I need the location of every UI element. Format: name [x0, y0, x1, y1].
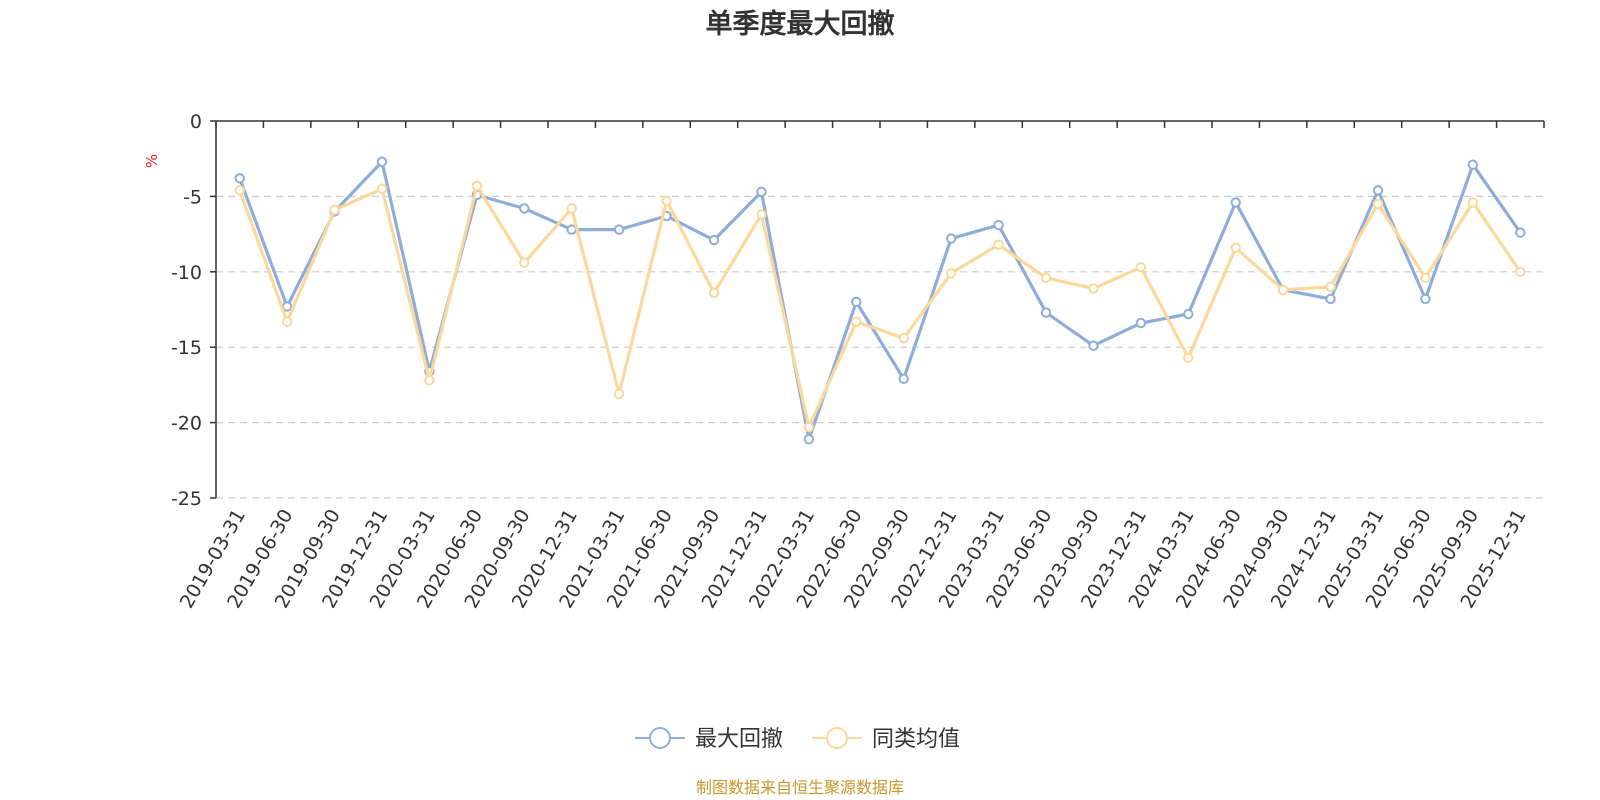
data-point[interactable]: [1372, 198, 1384, 210]
data-point[interactable]: [376, 156, 388, 167]
data-point[interactable]: [1135, 317, 1147, 329]
data-point[interactable]: [234, 173, 245, 184]
data-point[interactable]: [851, 316, 862, 327]
data-point[interactable]: [1372, 185, 1384, 196]
data-point[interactable]: [661, 195, 672, 207]
data-point[interactable]: [803, 433, 815, 445]
data-point[interactable]: [1040, 272, 1052, 284]
data-point[interactable]: [756, 209, 767, 220]
legend-marker: [826, 727, 848, 749]
data-point[interactable]: [708, 234, 720, 246]
legend-label: 最大回撤: [695, 727, 783, 752]
legend-label: 同类均值: [872, 727, 960, 752]
data-point[interactable]: [1230, 197, 1241, 208]
data-point[interactable]: [1040, 307, 1052, 318]
data-point[interactable]: [1277, 284, 1289, 296]
y-tick-label: -15: [171, 337, 202, 359]
data-point[interactable]: [851, 296, 862, 308]
data-point[interactable]: [566, 203, 577, 214]
legend-marker: [649, 727, 671, 749]
data-point[interactable]: [993, 219, 1004, 231]
y-tick-label: -20: [171, 413, 202, 435]
data-point[interactable]: [1420, 272, 1431, 284]
data-point[interactable]: [1467, 197, 1479, 208]
data-point[interactable]: [566, 224, 577, 235]
data-point[interactable]: [234, 185, 245, 196]
series-line: [238, 184, 1522, 429]
data-point[interactable]: [1088, 283, 1099, 294]
data-point[interactable]: [613, 388, 625, 400]
data-point[interactable]: [613, 224, 625, 235]
y-tick-labels: 0 -5 -10 -15 -20 -25: [171, 111, 202, 510]
data-point[interactable]: [329, 204, 340, 216]
data-point[interactable]: [898, 332, 909, 344]
y-tick-label: -25: [171, 488, 202, 510]
x-tick-labels: 2019-03-312019-06-302019-09-302019-12-31…: [176, 506, 1531, 613]
y-tick-label: -10: [171, 262, 202, 284]
data-point[interactable]: [1325, 293, 1336, 305]
data-point[interactable]: [803, 421, 815, 433]
axes: [210, 120, 1545, 499]
data-point[interactable]: [945, 268, 957, 279]
y-axis-unit: %: [143, 154, 161, 168]
series-lines: [234, 156, 1526, 445]
data-point[interactable]: [424, 375, 435, 386]
data-point[interactable]: [898, 373, 909, 385]
grid-lines: [216, 195, 1544, 499]
data-point[interactable]: [1325, 281, 1336, 293]
y-tick-label: -5: [183, 186, 202, 208]
series-2: [234, 180, 1526, 433]
data-point[interactable]: [1183, 352, 1194, 363]
data-point[interactable]: [1515, 266, 1526, 277]
data-point[interactable]: [1467, 159, 1479, 170]
series-1: [234, 156, 1526, 445]
data-point[interactable]: [519, 257, 530, 268]
legend[interactable]: 最大回撤 同类均值: [635, 727, 960, 752]
y-tick-label: 0: [190, 111, 202, 133]
data-point[interactable]: [519, 203, 530, 214]
source-note: 制图数据来自恒生聚源数据库: [696, 778, 904, 797]
data-point[interactable]: [1088, 340, 1099, 351]
legend-item-1[interactable]: 最大回撤: [635, 727, 783, 752]
data-point[interactable]: [945, 233, 957, 244]
data-point[interactable]: [1515, 227, 1526, 238]
data-point[interactable]: [756, 186, 767, 198]
data-point[interactable]: [376, 183, 388, 195]
chart-title: 单季度最大回撤: [706, 8, 895, 40]
data-point[interactable]: [471, 180, 483, 192]
data-point[interactable]: [708, 287, 720, 299]
legend-item-2[interactable]: 同类均值: [812, 727, 960, 752]
data-point[interactable]: [1420, 293, 1431, 305]
data-point[interactable]: [993, 239, 1004, 250]
data-point[interactable]: [1135, 262, 1147, 273]
data-point[interactable]: [1183, 308, 1194, 320]
data-point[interactable]: [1230, 242, 1241, 253]
data-point[interactable]: [281, 316, 293, 327]
